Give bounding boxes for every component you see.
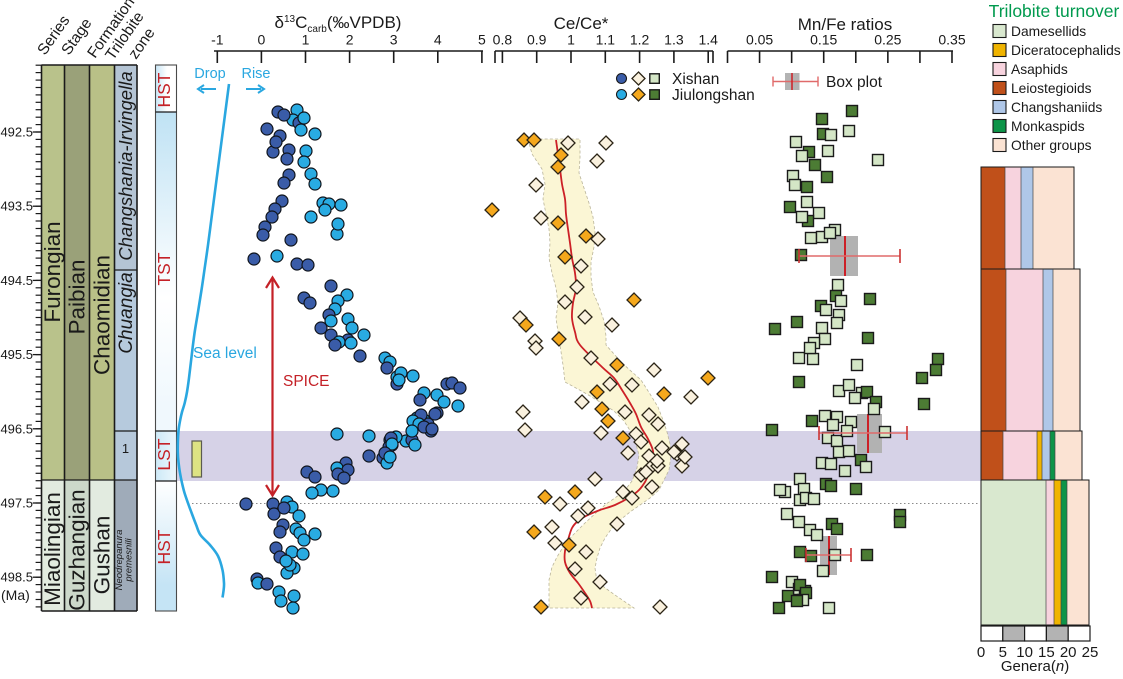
svg-text:Gushan: Gushan — [90, 516, 115, 595]
svg-text:1: 1 — [567, 32, 575, 48]
svg-text:HST: HST — [154, 72, 174, 107]
svg-text:0.25: 0.25 — [874, 32, 901, 48]
svg-text:Rise: Rise — [241, 66, 270, 82]
svg-text:15: 15 — [1038, 644, 1055, 661]
svg-text:493.5: 493.5 — [0, 199, 33, 214]
svg-text:1.1: 1.1 — [596, 32, 616, 48]
svg-text:(Ma): (Ma) — [1, 587, 30, 603]
svg-text:5: 5 — [478, 32, 486, 48]
svg-text:10: 10 — [1016, 644, 1033, 661]
svg-text:Damesellids: Damesellids — [1011, 24, 1086, 39]
svg-text:0.05: 0.05 — [746, 32, 773, 48]
svg-text:Genera(n): Genera(n) — [1001, 658, 1069, 674]
svg-text:Diceratocephalids: Diceratocephalids — [1011, 43, 1121, 58]
svg-text:1.2: 1.2 — [630, 32, 650, 48]
svg-text:Chuangia: Chuangia — [116, 272, 137, 353]
svg-text:SPICE: SPICE — [283, 373, 330, 390]
svg-text:Trilobite turnover: Trilobite turnover — [989, 1, 1120, 21]
svg-text:0.9: 0.9 — [527, 32, 547, 48]
svg-text:Mn/Fe ratios: Mn/Fe ratios — [798, 15, 892, 34]
svg-text:492.5: 492.5 — [0, 125, 33, 140]
svg-text:HST: HST — [154, 529, 174, 564]
svg-text:20: 20 — [1060, 644, 1077, 661]
svg-text:-1: -1 — [211, 32, 224, 48]
svg-text:Box plot: Box plot — [826, 74, 883, 91]
svg-text:Miaolingian: Miaolingian — [40, 492, 65, 606]
svg-text:LST: LST — [154, 438, 174, 470]
svg-text:1: 1 — [122, 441, 129, 456]
svg-text:5: 5 — [999, 644, 1007, 661]
svg-text:Sea level: Sea level — [193, 345, 257, 362]
svg-text:Asaphids: Asaphids — [1011, 62, 1068, 77]
svg-text:Other groups: Other groups — [1011, 138, 1092, 153]
svg-text:497.5: 497.5 — [0, 496, 33, 511]
svg-text:Chaomidian: Chaomidian — [90, 255, 115, 375]
svg-text:Leiostegioids: Leiostegioids — [1011, 81, 1092, 96]
svg-text:Guzhangian: Guzhangian — [65, 489, 90, 610]
svg-text:Jiulongshan: Jiulongshan — [672, 87, 755, 104]
svg-text:0: 0 — [977, 644, 985, 661]
svg-text:0.15: 0.15 — [810, 32, 837, 48]
svg-text:Monkaspids: Monkaspids — [1011, 119, 1085, 134]
svg-text:494.5: 494.5 — [0, 273, 33, 288]
svg-text:498.5: 498.5 — [0, 570, 33, 585]
svg-text:496.5: 496.5 — [0, 421, 33, 436]
svg-text:TST: TST — [154, 252, 174, 285]
svg-text:Changshaniids: Changshaniids — [1011, 100, 1102, 115]
svg-text:0.35: 0.35 — [938, 32, 965, 48]
svg-text:0.8: 0.8 — [493, 32, 513, 48]
svg-text:4: 4 — [434, 32, 442, 48]
svg-text:1: 1 — [302, 32, 310, 48]
svg-text:premesnili: premesnili — [124, 537, 135, 582]
svg-text:Drop: Drop — [194, 66, 225, 82]
svg-text:Furongian: Furongian — [40, 221, 65, 322]
svg-text:3: 3 — [390, 32, 398, 48]
svg-text:Xishan: Xishan — [672, 71, 719, 88]
svg-text:Changshania-Irvingella: Changshania-Irvingella — [115, 71, 136, 260]
svg-text:495.5: 495.5 — [0, 347, 33, 362]
svg-text:δ13Ccarb(‰VPDB): δ13Ccarb(‰VPDB) — [275, 13, 402, 35]
svg-text:Ce/Ce*: Ce/Ce* — [554, 14, 609, 33]
svg-text:Paibian: Paibian — [65, 259, 90, 334]
svg-text:2: 2 — [346, 32, 354, 48]
svg-text:1.4: 1.4 — [698, 32, 718, 48]
svg-text:0: 0 — [258, 32, 266, 48]
svg-text:Neodrepanura: Neodrepanura — [114, 530, 125, 591]
svg-text:1.3: 1.3 — [664, 32, 684, 48]
svg-text:25: 25 — [1082, 644, 1099, 661]
